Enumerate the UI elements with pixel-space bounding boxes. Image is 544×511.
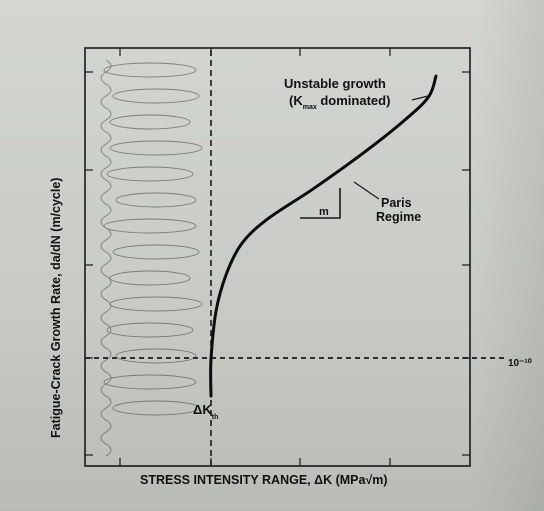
unstable-label-line1: Unstable growth bbox=[284, 76, 386, 91]
sketch-loop-1 bbox=[112, 88, 200, 104]
threshold-label-main: ΔK bbox=[193, 402, 212, 417]
crack-growth-curve bbox=[209, 74, 438, 398]
sketch-loop-12 bbox=[103, 374, 197, 390]
y-tick-label: 10⁻¹⁰ bbox=[508, 358, 532, 369]
sketch-loop-7 bbox=[112, 244, 200, 260]
threshold-label: ΔKth bbox=[193, 402, 218, 421]
sketch-loop-5 bbox=[115, 192, 197, 208]
plot-frame bbox=[84, 47, 471, 467]
slope-label: m bbox=[319, 206, 329, 218]
axis-ticks bbox=[85, 48, 470, 466]
unstable-label-sub: max bbox=[303, 104, 317, 111]
sketch-loop-2 bbox=[109, 114, 191, 130]
sketch-loop-13 bbox=[112, 400, 200, 416]
y-axis-label: Fatigue-Crack Growth Rate, da/dN (m/cycl… bbox=[49, 178, 63, 438]
unstable-label-line2: (Kmax dominated) bbox=[289, 93, 390, 111]
x-axis-label: STRESS INTENSITY RANGE, ΔK (MPa√m) bbox=[140, 473, 388, 487]
sketch-loop-8 bbox=[109, 270, 191, 286]
unstable-label-prefix: (K bbox=[289, 93, 303, 108]
paris-leader-line bbox=[353, 181, 380, 200]
background-sketches bbox=[100, 59, 203, 457]
unstable-leader-line bbox=[411, 95, 429, 101]
sketch-loop-6 bbox=[103, 218, 197, 234]
sketch-loop-9 bbox=[109, 296, 203, 312]
unstable-label-suffix: dominated) bbox=[317, 93, 391, 108]
sketch-wave bbox=[100, 59, 112, 457]
paris-label-line1: Paris bbox=[381, 196, 412, 210]
page-shadow bbox=[474, 0, 544, 511]
threshold-label-sub: th bbox=[212, 414, 219, 421]
sketch-loop-3 bbox=[109, 140, 203, 156]
sketch-loop-0 bbox=[103, 62, 197, 78]
slope-triangle bbox=[300, 188, 341, 219]
sketch-loop-11 bbox=[115, 348, 197, 364]
sketch-loop-4 bbox=[106, 166, 194, 182]
sketch-loop-10 bbox=[106, 322, 194, 338]
paris-label-line2: Regime bbox=[376, 210, 421, 224]
